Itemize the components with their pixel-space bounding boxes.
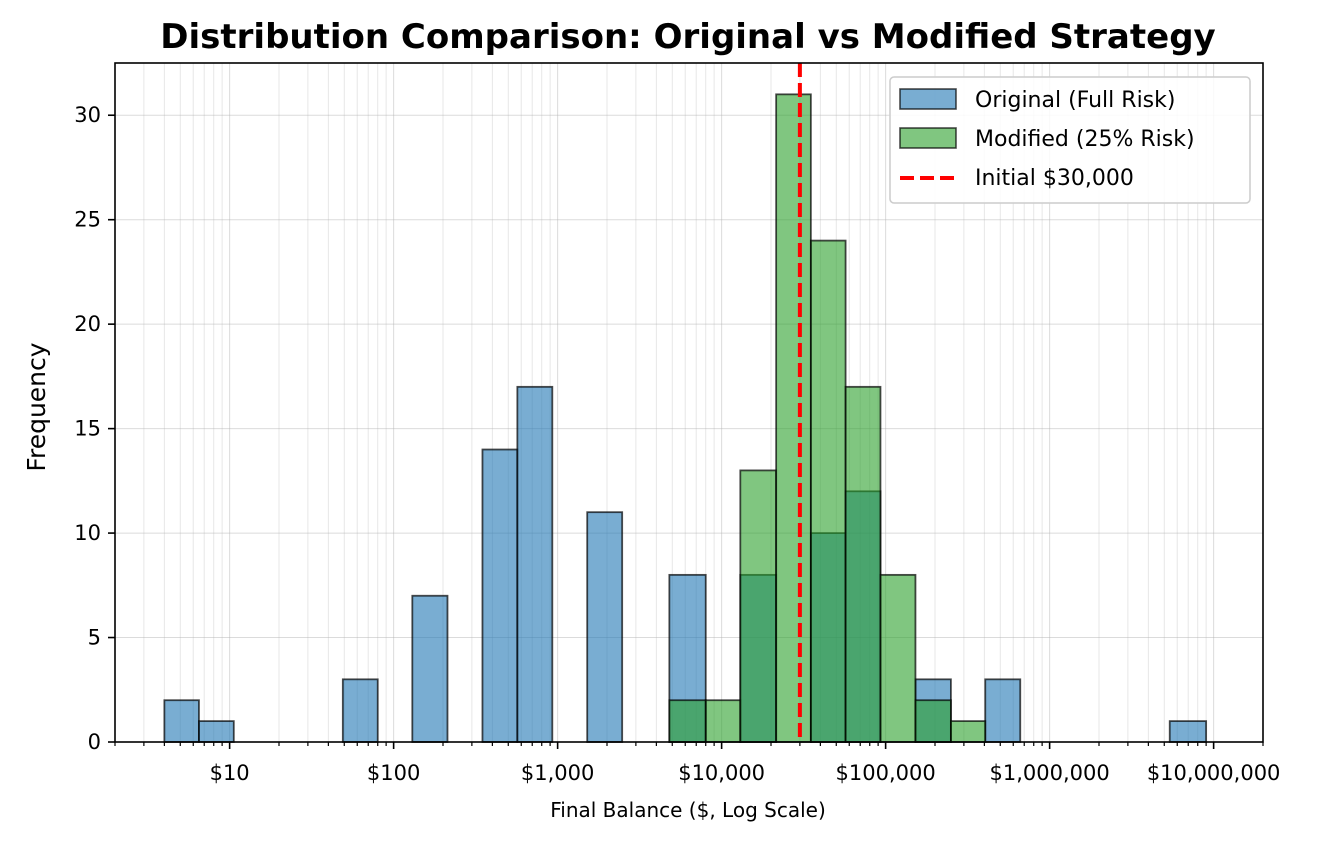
legend-swatch-modified [899, 127, 957, 149]
bar-original [516, 385, 554, 743]
bar-modified [844, 385, 882, 743]
bars-modified [668, 93, 987, 743]
legend-label-modified: Modified (25% Risk) [975, 127, 1195, 152]
plot-frame [114, 62, 1264, 743]
bar-modified [704, 699, 742, 743]
y-tick-label: 25 [74, 208, 101, 232]
y-tick-label: 5 [88, 626, 101, 650]
legend: Original (Full Risk) Modified (25% Risk)… [889, 76, 1251, 204]
bar-modified [879, 573, 917, 743]
bar-original [198, 720, 235, 743]
bar-modified [809, 239, 847, 743]
legend-box [889, 76, 1251, 204]
x-tick-label: $1,000 [521, 761, 594, 785]
legend-swatch-original [899, 88, 957, 110]
y-tick-label: 15 [74, 417, 101, 441]
bar-modified [949, 720, 987, 743]
bar-modified [739, 469, 778, 743]
bar-original [411, 594, 449, 743]
y-tick-label: 10 [74, 521, 101, 545]
bar-original [1168, 720, 1208, 743]
x-tick-label: $100 [367, 761, 420, 785]
bar-modified [775, 93, 812, 743]
bar-original [984, 678, 1022, 743]
bar-original [481, 448, 519, 743]
bar-modified [914, 699, 952, 743]
y-tick-label: 0 [88, 730, 101, 754]
y-tick-label: 30 [74, 103, 101, 127]
bar-original [586, 511, 624, 743]
x-axis-label: Final Balance ($, Log Scale) [550, 798, 826, 822]
legend-label-original: Original (Full Risk) [975, 88, 1175, 113]
bar-original [163, 699, 200, 743]
bar-original [341, 678, 379, 743]
ticks-layer: $10 $100 $1,000 $10,000 $100,000 $1,000,000 $1… [74, 103, 1280, 785]
chart-title: Distribution Comparison: Original vs Mod… [160, 17, 1215, 57]
x-tick-label: $10,000 [678, 761, 765, 785]
x-tick-label: $10 [210, 761, 250, 785]
y-tick-label: 20 [74, 312, 101, 336]
bar-modified [668, 699, 707, 743]
y-axis-label: Frequency [22, 342, 51, 471]
x-tick-label: $10,000,000 [1147, 761, 1281, 785]
x-tick-label: $100,000 [836, 761, 936, 785]
x-tick-label: $1,000,000 [990, 761, 1110, 785]
legend-label-initial: Initial $30,000 [975, 166, 1134, 191]
